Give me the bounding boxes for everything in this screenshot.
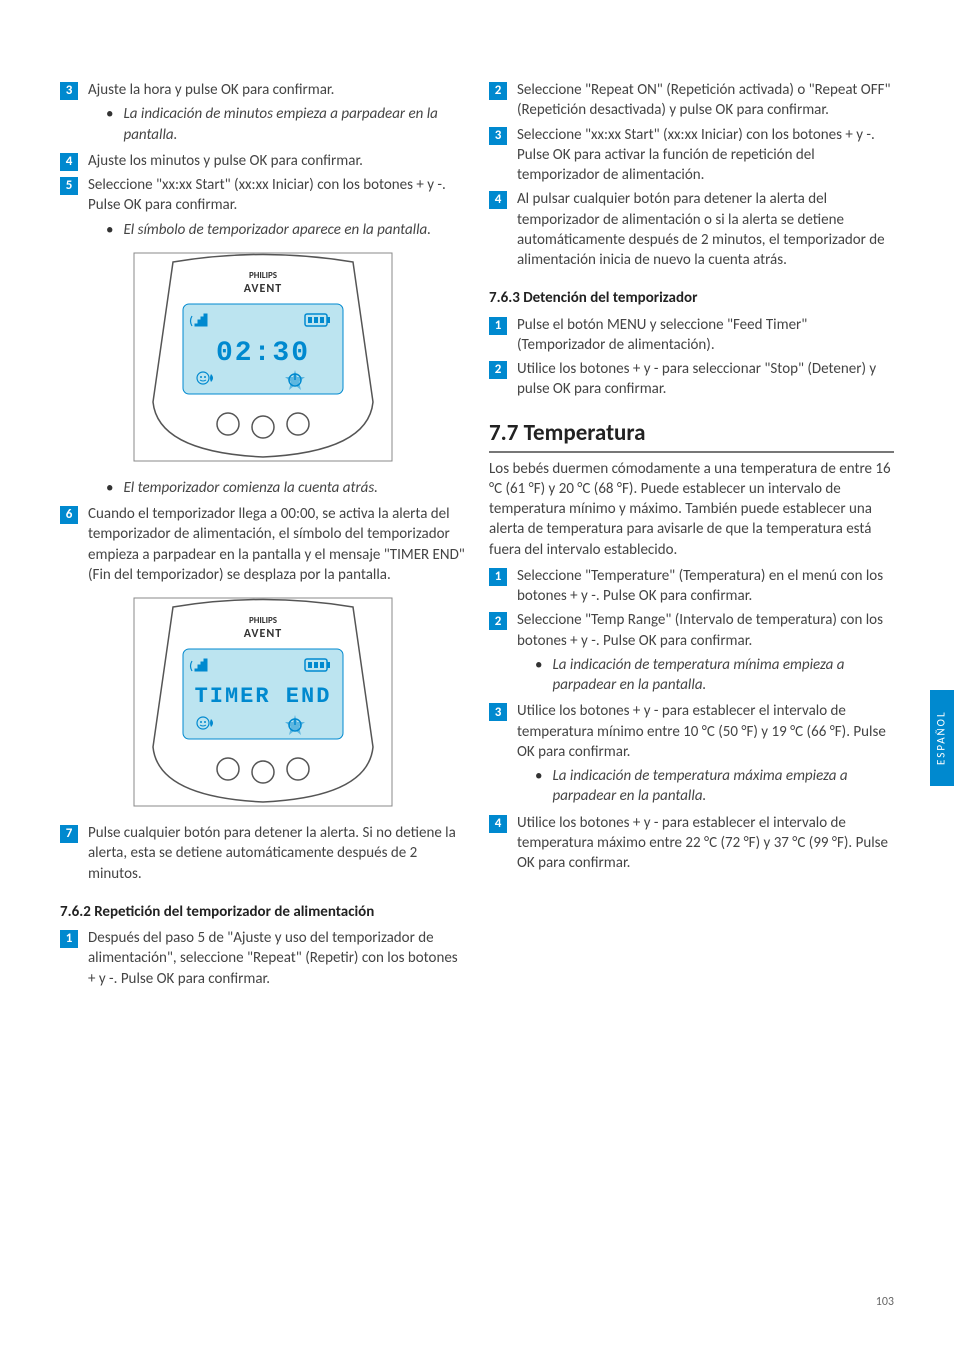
svg-text:TIMER END: TIMER END — [194, 684, 331, 709]
section-heading-77: 7.7 Temperatura — [489, 418, 894, 453]
step-text: Utilice los botones + y - para establece… — [517, 701, 894, 762]
step-text: Ajuste la hora y pulse OK para confirmar… — [88, 80, 465, 100]
step-number-badge: 1 — [489, 568, 507, 586]
svg-text:PHILIPS: PHILIPS — [248, 270, 276, 281]
step-number-badge: 4 — [489, 191, 507, 209]
step-item: 1 Seleccione "Temperature" (Temperatura)… — [489, 566, 894, 607]
language-tab: ESPAÑOL — [930, 690, 954, 786]
note-text: La indicación de temperatura máxima empi… — [552, 766, 894, 807]
note-item: • La indicación de minutos empieza a par… — [106, 104, 465, 145]
step-item: 2 Seleccione "Temp Range" (Intervalo de … — [489, 610, 894, 651]
step-item: 6 Cuando el temporizador llega a 00:00, … — [60, 504, 465, 585]
step-number-badge: 3 — [60, 82, 78, 100]
step-number-badge: 3 — [489, 703, 507, 721]
step-number-badge: 1 — [60, 930, 78, 948]
note-text: El símbolo de temporizador aparece en la… — [123, 220, 431, 240]
step-text: Seleccione "xx:xx Start" (xx:xx Iniciar)… — [88, 175, 465, 216]
step-number-badge: 2 — [489, 82, 507, 100]
svg-text:02:30: 02:30 — [215, 338, 309, 369]
step-item: 4 Ajuste los minutos y pulse OK para con… — [60, 151, 465, 171]
left-column: 3 Ajuste la hora y pulse OK para confirm… — [60, 80, 465, 993]
step-text: Cuando el temporizador llega a 00:00, se… — [88, 504, 465, 585]
step-number-badge: 5 — [60, 177, 78, 195]
step-item: 2 Utilice los botones + y - para selecci… — [489, 359, 894, 400]
step-text: Después del paso 5 de "Ajuste y uso del … — [88, 928, 465, 989]
step-number-badge: 3 — [489, 127, 507, 145]
step-text: Seleccione "Repeat ON" (Repetición activ… — [517, 80, 894, 121]
step-text: Seleccione "Temperature" (Temperatura) e… — [517, 566, 894, 607]
bullet-icon: • — [106, 220, 113, 240]
step-number-badge: 6 — [60, 506, 78, 524]
step-item: 1 Después del paso 5 de "Ajuste y uso de… — [60, 928, 465, 989]
step-item: 3 Utilice los botones + y - para estable… — [489, 701, 894, 762]
note-text: El temporizador comienza la cuenta atrás… — [123, 478, 377, 498]
svg-text:AVENT: AVENT — [243, 282, 281, 296]
page-number: 103 — [876, 1294, 894, 1310]
section-paragraph: Los bebés duermen cómodamente a una temp… — [489, 459, 894, 560]
subsection-heading-762: 7.6.2 Repetición del temporizador de ali… — [60, 902, 465, 922]
svg-text:AVENT: AVENT — [243, 627, 281, 641]
step-text: Ajuste los minutos y pulse OK para confi… — [88, 151, 465, 171]
step-item: 1 Pulse el botón MENU y seleccione "Feed… — [489, 315, 894, 356]
step-text: Al pulsar cualquier botón para detener l… — [517, 189, 894, 270]
step-item: 4 Utilice los botones + y - para estable… — [489, 813, 894, 874]
step-number-badge: 2 — [489, 612, 507, 630]
bullet-icon: • — [106, 104, 113, 124]
step-number-badge: 2 — [489, 361, 507, 379]
step-text: Pulse el botón MENU y seleccione "Feed T… — [517, 315, 894, 356]
step-number-badge: 7 — [60, 825, 78, 843]
step-text: Seleccione "Temp Range" (Intervalo de te… — [517, 610, 894, 651]
step-item: 5 Seleccione "xx:xx Start" (xx:xx Inicia… — [60, 175, 465, 216]
step-item: 4 Al pulsar cualquier botón para detener… — [489, 189, 894, 270]
right-column: 2 Seleccione "Repeat ON" (Repetición act… — [489, 80, 894, 993]
step-number-badge: 4 — [60, 153, 78, 171]
step-text: Utilice los botones + y - para establece… — [517, 813, 894, 874]
step-text: Seleccione "xx:xx Start" (xx:xx Iniciar)… — [517, 125, 894, 186]
bullet-icon: • — [535, 766, 542, 786]
device-illustration-timer-end: PHILIPS AVENT TIMER END — [133, 597, 393, 807]
note-text: La indicación de minutos empieza a parpa… — [123, 104, 465, 145]
page-container: 3 Ajuste la hora y pulse OK para confirm… — [0, 0, 954, 1033]
bullet-icon: • — [106, 478, 113, 498]
note-item: • El símbolo de temporizador aparece en … — [106, 220, 465, 240]
svg-text:PHILIPS: PHILIPS — [248, 615, 276, 626]
subsection-heading-763: 7.6.3 Detención del temporizador — [489, 288, 894, 308]
step-item: 3 Seleccione "xx:xx Start" (xx:xx Inicia… — [489, 125, 894, 186]
step-text: Pulse cualquier botón para detener la al… — [88, 823, 465, 884]
device-illustration-timer: PHILIPS AVENT 02:30 — [133, 252, 393, 462]
step-item: 3 Ajuste la hora y pulse OK para confirm… — [60, 80, 465, 100]
note-item: • La indicación de temperatura mínima em… — [535, 655, 894, 696]
step-item: 2 Seleccione "Repeat ON" (Repetición act… — [489, 80, 894, 121]
note-item: • El temporizador comienza la cuenta atr… — [106, 478, 465, 498]
note-item: • La indicación de temperatura máxima em… — [535, 766, 894, 807]
note-text: La indicación de temperatura mínima empi… — [552, 655, 894, 696]
step-number-badge: 1 — [489, 317, 507, 335]
bullet-icon: • — [535, 655, 542, 675]
step-text: Utilice los botones + y - para seleccion… — [517, 359, 894, 400]
step-number-badge: 4 — [489, 815, 507, 833]
step-item: 7 Pulse cualquier botón para detener la … — [60, 823, 465, 884]
